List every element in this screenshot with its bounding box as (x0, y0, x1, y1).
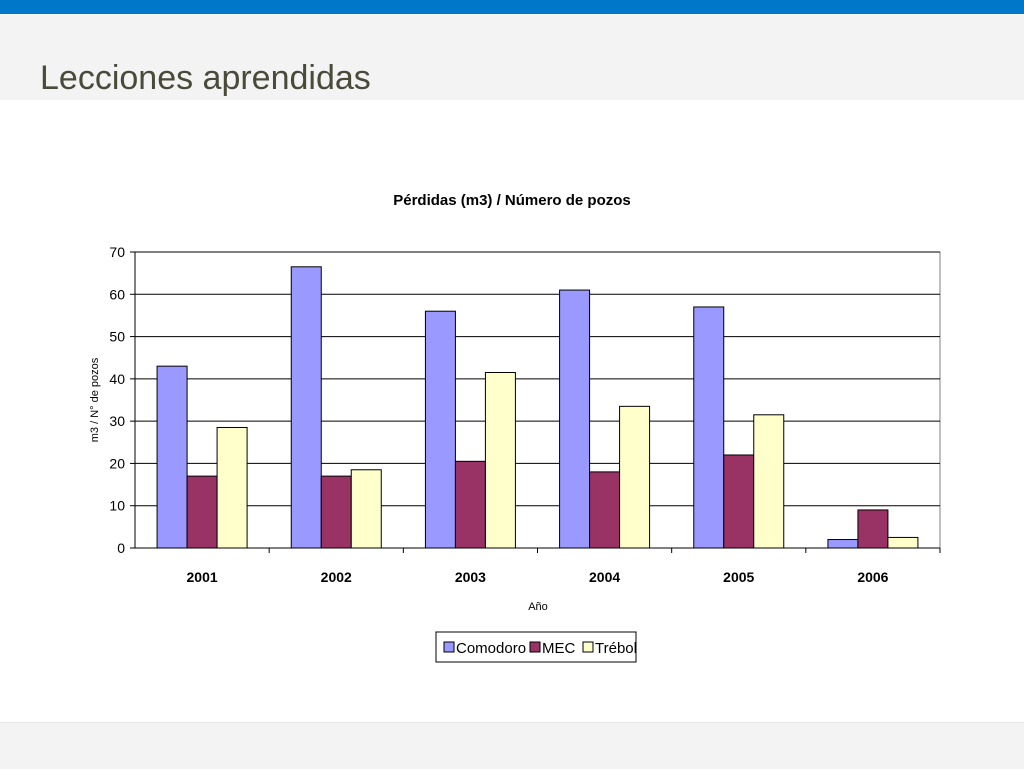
slide-title: Lecciones aprendidas (40, 59, 371, 97)
bar-tr-bol-2006 (887, 536, 919, 549)
x-tick-label: 2003 (455, 569, 486, 585)
y-tick-label: 30 (109, 413, 125, 429)
y-tick-label: 0 (117, 540, 125, 556)
x-tick-label: 2004 (589, 569, 620, 585)
bar-mec-2001 (186, 475, 218, 549)
legend-label: Comodoro (456, 640, 526, 657)
x-tick-label: 2001 (187, 569, 218, 585)
bar-comodoro-2004 (559, 289, 591, 549)
bar-mec-2002 (320, 475, 352, 549)
bar-tr-bol-2004 (619, 405, 651, 549)
plot-area (134, 251, 941, 549)
y-tick-label: 10 (109, 498, 125, 514)
bar-comodoro-2002 (290, 266, 322, 549)
bar-mec-2006 (857, 509, 889, 549)
bar-tr-bol-2003 (484, 372, 516, 549)
bar-comodoro-2006 (827, 539, 859, 549)
chart-title: Pérdidas (m3) / Número de pozos (393, 192, 631, 209)
title-band (0, 14, 1024, 100)
legend-swatch (529, 641, 541, 653)
bar-comodoro-2003 (424, 310, 456, 549)
y-tick-label: 40 (109, 371, 125, 387)
bar-mec-2003 (454, 460, 486, 549)
bar-mec-2004 (589, 471, 621, 549)
bar-mec-2005 (723, 454, 755, 549)
bar-tr-bol-2001 (216, 426, 248, 549)
y-axis-label: m3 / N° de pozos (89, 357, 101, 442)
y-tick-label: 20 (109, 455, 125, 471)
footer-band (0, 722, 1024, 769)
y-tick-label: 50 (109, 329, 125, 345)
y-tick-label: 70 (109, 244, 125, 260)
bar-comodoro-2005 (693, 306, 725, 549)
x-tick-label: 2002 (321, 569, 352, 585)
bar-tr-bol-2005 (753, 414, 785, 549)
legend-label: MEC (542, 640, 576, 657)
legend-swatch (582, 641, 594, 653)
bar-comodoro-2001 (156, 365, 188, 549)
x-tick-label: 2005 (723, 569, 754, 585)
bar-tr-bol-2002 (350, 469, 382, 549)
x-axis-label: Año (528, 601, 548, 613)
legend-label: Trébol (595, 640, 637, 657)
legend-swatch (443, 641, 455, 653)
top-accent-bar (0, 0, 1024, 14)
x-tick-label: 2006 (857, 569, 888, 585)
y-tick-label: 60 (109, 286, 125, 302)
